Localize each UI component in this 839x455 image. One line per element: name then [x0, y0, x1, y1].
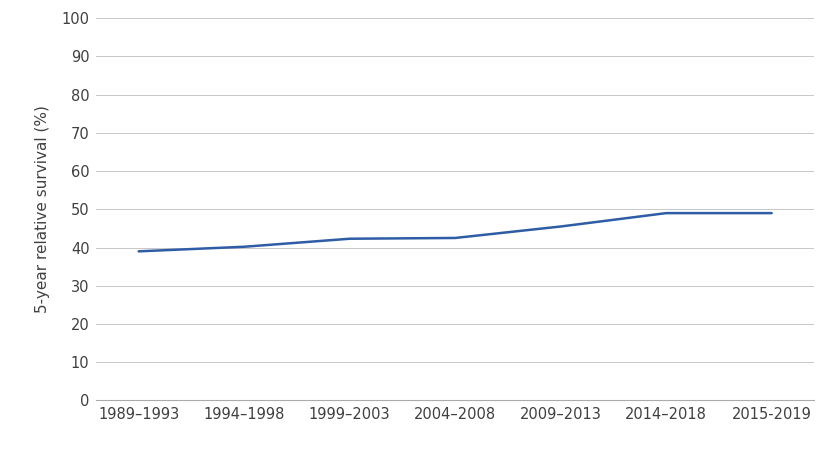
Y-axis label: 5-year relative survival (%): 5-year relative survival (%) — [35, 106, 50, 313]
